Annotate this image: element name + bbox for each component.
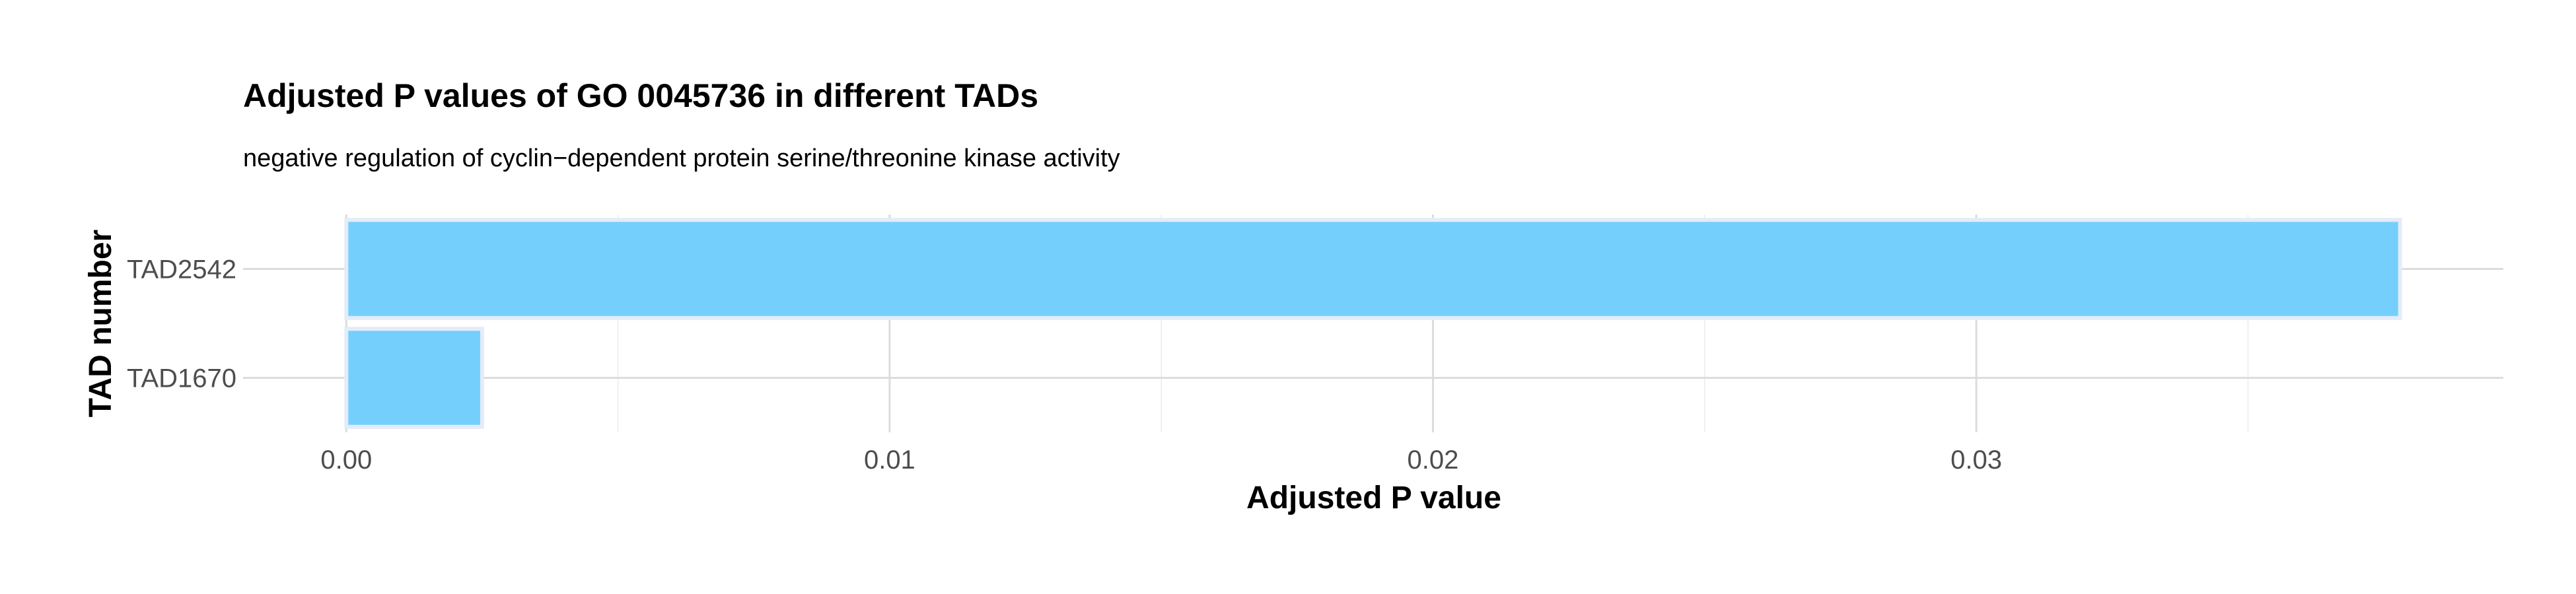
- x-tick-label: 0.02: [1408, 446, 1459, 475]
- x-tick-label: 0.01: [864, 446, 915, 475]
- x-axis-ticks: 0.00 0.01 0.02 0.03: [320, 446, 2002, 475]
- y-tick-label: TAD1670: [127, 364, 236, 393]
- bar: [344, 218, 2402, 320]
- x-tick-label: 0.00: [320, 446, 372, 475]
- chart-title: Adjusted P values of GO 0045736 in diffe…: [243, 77, 1038, 114]
- x-axis-title: Adjusted P value: [1246, 480, 1501, 515]
- bar: [344, 327, 484, 429]
- y-axis-ticks: TAD2542 TAD1670: [127, 255, 236, 393]
- chart-subtitle: negative regulation of cyclin−dependent …: [243, 145, 1120, 172]
- y-axis-title: TAD number: [83, 230, 118, 417]
- y-tick-label: TAD2542: [127, 255, 236, 284]
- bars: [344, 218, 2402, 429]
- x-tick-label: 0.03: [1950, 446, 2002, 475]
